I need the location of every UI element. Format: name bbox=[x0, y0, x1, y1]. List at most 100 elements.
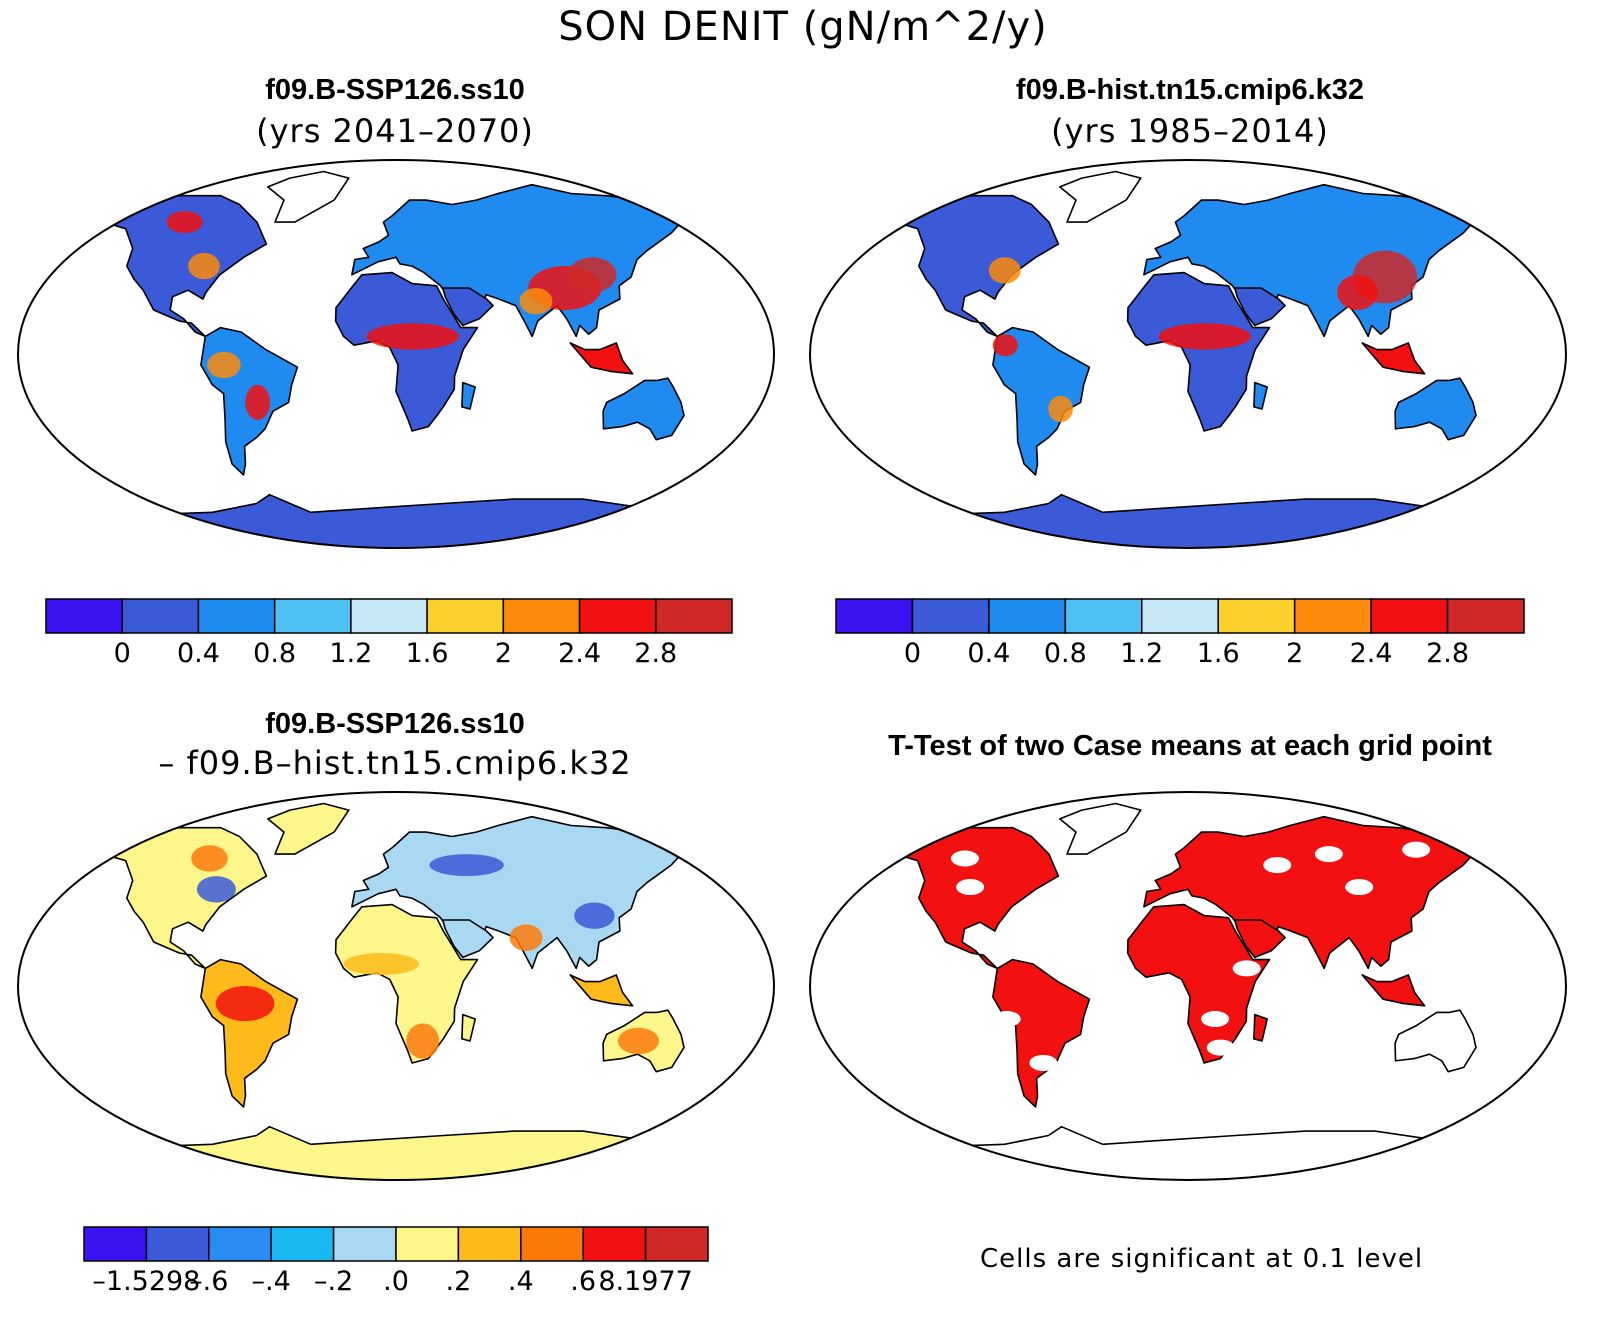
colorbar-swatch bbox=[988, 598, 1067, 634]
colorbar-swatch bbox=[502, 598, 581, 634]
colorbar-tick-label: 0.4 bbox=[176, 638, 220, 669]
colorbar-tick-label: –.2 bbox=[313, 1266, 354, 1297]
continent-indonesia bbox=[1361, 342, 1426, 375]
colorbar-swatch bbox=[578, 598, 657, 634]
data-hotspot bbox=[1048, 395, 1073, 423]
continent-africa bbox=[334, 903, 479, 1064]
map-future bbox=[17, 159, 775, 549]
colorbar-tick-label: 2.8 bbox=[1426, 638, 1470, 669]
colorbar-swatch bbox=[1064, 598, 1143, 634]
nonsignificant-patch bbox=[992, 1010, 1021, 1027]
colorbar-swatch bbox=[457, 1226, 522, 1262]
continent-greenland bbox=[267, 170, 350, 223]
data-hotspot bbox=[1337, 274, 1378, 311]
map-frame bbox=[809, 159, 1567, 549]
ttest-note: Cells are significant at 0.1 level bbox=[980, 1244, 1424, 1274]
colorbar-swatch bbox=[350, 598, 428, 634]
continent-madagascar bbox=[1253, 1013, 1268, 1042]
data-hotspot bbox=[1158, 323, 1251, 350]
continent-madagascar bbox=[1253, 381, 1268, 410]
colorbar-swatch bbox=[83, 1226, 148, 1262]
continent-greenland bbox=[1059, 802, 1142, 855]
colorbar-swatch bbox=[655, 598, 733, 634]
continent-arabia bbox=[442, 287, 494, 327]
continent-north-america bbox=[81, 194, 268, 338]
data-hotspot bbox=[406, 1023, 440, 1059]
colorbar-tick-label: –1.5298 bbox=[92, 1266, 201, 1297]
panel-historical-title: f09.B-hist.tn15.cmip6.k32 bbox=[1015, 74, 1365, 106]
continent-north-america bbox=[873, 194, 1060, 338]
colorbar-tick-label: 1.6 bbox=[1196, 638, 1240, 669]
colorbar-tick-label: .4 bbox=[507, 1266, 534, 1297]
colorbar-future-ticks: 0 0.4 0.8 1.2 1.6 2 2.4 2.8 bbox=[46, 638, 732, 672]
colorbar-tick-label: 0.8 bbox=[1043, 638, 1087, 669]
data-hotspot bbox=[166, 211, 203, 234]
data-hotspot bbox=[574, 902, 615, 929]
colorbar-swatch bbox=[145, 1226, 210, 1262]
continent-australia bbox=[602, 377, 685, 441]
nonsignificant-patch bbox=[956, 879, 985, 896]
colorbar-swatch bbox=[273, 598, 352, 634]
colorbar-swatch bbox=[270, 1226, 335, 1262]
data-hotspot bbox=[188, 252, 220, 280]
data-hotspot bbox=[429, 854, 504, 877]
colorbar-difference-ticks: –1.5298 –.6 –.4 –.2 .0 .2 .4 .6 8.1977 bbox=[84, 1266, 708, 1300]
continent-madagascar bbox=[461, 381, 476, 410]
colorbar-swatch bbox=[1217, 598, 1296, 634]
data-hotspot bbox=[568, 257, 617, 293]
colorbar-tick-label: 2 bbox=[494, 638, 512, 669]
colorbar-tick-label: 1.2 bbox=[329, 638, 373, 669]
data-hotspot bbox=[617, 1027, 659, 1055]
colorbar-tick-label: .0 bbox=[383, 1266, 409, 1297]
colorbar-future bbox=[45, 598, 733, 634]
data-hotspot bbox=[509, 924, 543, 951]
colorbar-swatch bbox=[1446, 598, 1525, 634]
colorbar-tick-label: –.4 bbox=[251, 1266, 291, 1297]
data-hotspot bbox=[343, 953, 420, 976]
continent-indonesia bbox=[1361, 974, 1426, 1007]
continent-arabia bbox=[442, 919, 494, 959]
continent-madagascar bbox=[461, 1013, 476, 1042]
data-hotspot bbox=[191, 845, 228, 872]
continent-greenland bbox=[267, 802, 350, 855]
data-hotspot bbox=[992, 334, 1018, 357]
colorbar-swatch bbox=[835, 598, 914, 634]
nonsignificant-patch bbox=[1201, 1010, 1230, 1027]
colorbar-swatch bbox=[1370, 598, 1449, 634]
nonsignificant-patch bbox=[1206, 1039, 1235, 1056]
data-hotspot bbox=[207, 351, 241, 379]
continent-arabia bbox=[1234, 919, 1286, 959]
panel-historical-subtitle: (yrs 1985–2014) bbox=[1051, 112, 1329, 150]
colorbar-tick-label: 0 bbox=[113, 638, 131, 669]
panel-future-subtitle: (yrs 2041–2070) bbox=[256, 112, 534, 150]
colorbar-tick-label: 2.8 bbox=[634, 638, 678, 669]
colorbar-tick-label: –.6 bbox=[189, 1266, 229, 1297]
nonsignificant-patch bbox=[1416, 1032, 1445, 1049]
nonsignificant-patch bbox=[1029, 1054, 1058, 1071]
colorbar-tick-label: 0.8 bbox=[253, 638, 297, 669]
continent-africa bbox=[1126, 903, 1271, 1064]
nonsignificant-patch bbox=[950, 850, 979, 867]
continent-indonesia bbox=[569, 974, 634, 1007]
map-frame bbox=[809, 791, 1567, 1181]
nonsignificant-patch bbox=[1314, 846, 1343, 863]
colorbar-historical bbox=[835, 598, 1525, 634]
nonsignificant-patch bbox=[1345, 879, 1374, 896]
continent-north-america bbox=[873, 826, 1060, 970]
colorbar-tick-label: 0 bbox=[903, 638, 922, 669]
panel-ttest-title: T-Test of two Case means at each grid po… bbox=[888, 730, 1492, 762]
continent-arabia bbox=[1234, 287, 1286, 327]
colorbar-swatch bbox=[426, 598, 505, 634]
colorbar-tick-label: 1.6 bbox=[405, 638, 449, 669]
colorbar-tick-label: 1.2 bbox=[1120, 638, 1164, 669]
map-ttest bbox=[809, 791, 1567, 1181]
colorbar-swatch bbox=[208, 1226, 272, 1262]
data-hotspot bbox=[366, 323, 459, 350]
colorbar-tick-label: 2 bbox=[1286, 638, 1304, 669]
colorbar-swatch bbox=[582, 1226, 647, 1262]
colorbar-swatch bbox=[911, 598, 990, 634]
colorbar-tick-label: .2 bbox=[445, 1266, 472, 1297]
nonsignificant-patch bbox=[1232, 960, 1261, 977]
colorbar-swatch bbox=[644, 1226, 709, 1262]
colorbar-tick-label: 0.4 bbox=[967, 638, 1011, 669]
